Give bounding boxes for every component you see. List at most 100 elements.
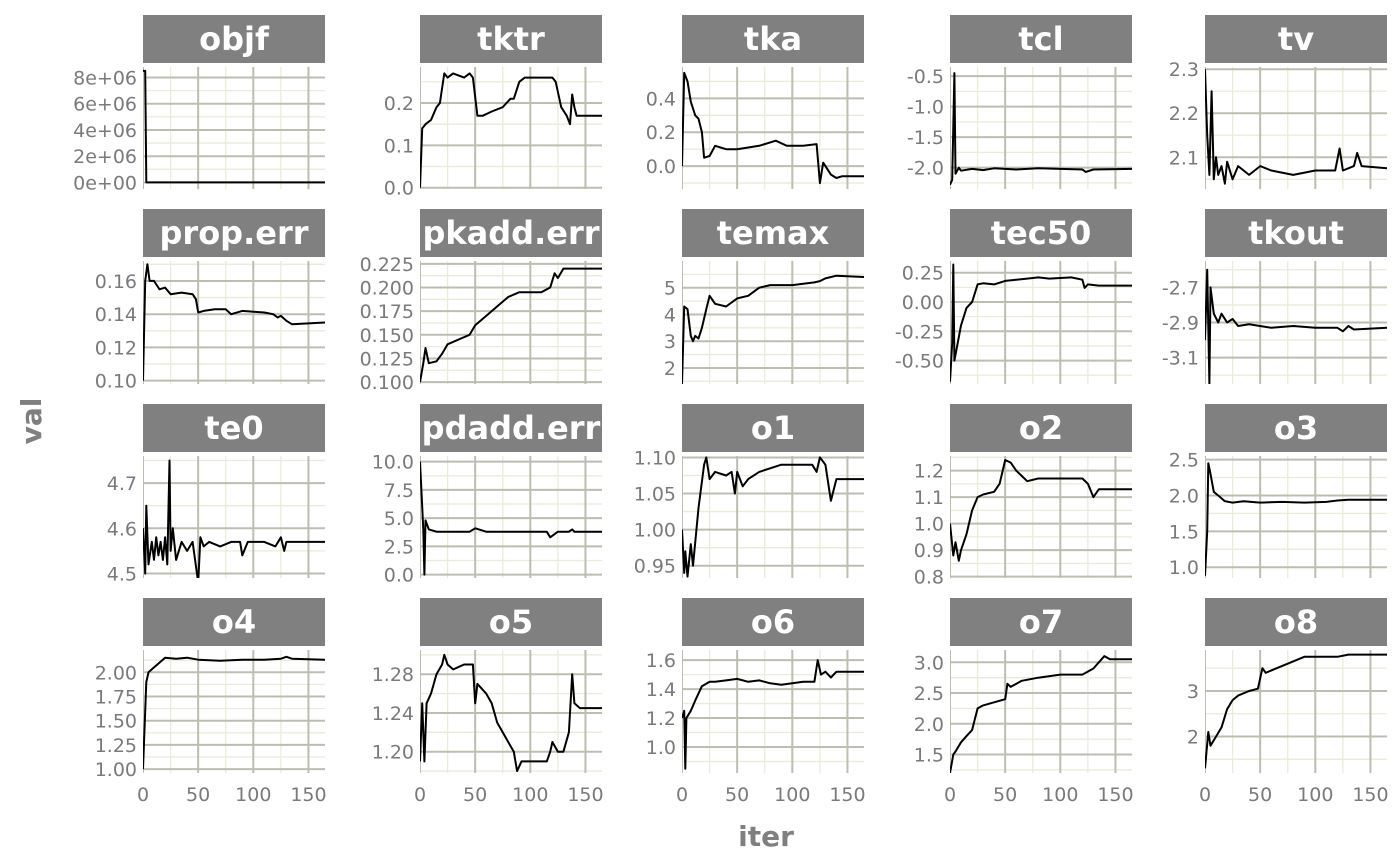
x-tick-label: 100 [512,784,548,806]
facet-strip [420,404,602,452]
y-tick-label: 1.25 [95,735,137,757]
minor-grid [420,261,602,384]
series-line-tec50 [950,263,1132,382]
x-tick-label: 0 [137,784,149,806]
facet-strip-label: te0 [204,409,263,447]
y-tick-label: 0.16 [95,271,137,293]
facet-tkout: tkout -3.1 -2.9 -2.7 [1162,209,1387,384]
series-line-tkout [1205,268,1387,384]
y-tick-label: 2.3 [1169,59,1199,81]
y-tick-label: 1.20 [372,742,414,764]
minor-grid [1205,456,1387,578]
series-line-objf [143,69,325,184]
facet-strip-label: o1 [751,409,795,447]
y-tick-label: -2.0 [907,158,944,180]
facet-tcl: tcl -2.0 -1.5 -1.0 -0.5 [907,15,1132,189]
facet-strip-label: tv [1278,20,1314,58]
series-line-tktr [420,72,602,188]
x-tick-label: 150 [290,784,326,806]
major-grid [950,456,1132,578]
y-tick-label: 1.1 [914,487,944,509]
minor-grid [420,650,602,773]
minor-grid [682,67,864,189]
y-tick-label: 0.2 [646,122,676,144]
facet-strip [143,209,325,257]
y-tick-label: 0e+00 [73,172,137,194]
y-tick-label: 0.225 [360,254,414,276]
x-tick-label: 50 [993,784,1017,806]
minor-grid [682,650,864,773]
x-tick-label: 150 [567,784,603,806]
y-tick-label: 1.2 [646,708,676,730]
x-tick-label: 100 [774,784,810,806]
facet-strip [1205,209,1387,257]
facet-strip [950,209,1132,257]
series-line-o7 [950,655,1132,773]
y-tick-label: 1.5 [1169,521,1199,543]
y-tick-label: -2.9 [1162,313,1199,335]
facet-strip-label: o5 [489,603,533,641]
x-tick-label: 100 [235,784,271,806]
facet-strip [682,598,864,646]
y-tick-label: 0.4 [646,88,676,110]
y-tick-label: 0.100 [360,372,414,394]
y-tick-label: 0.1 [384,135,414,157]
y-tick-label: 2e+06 [73,146,137,168]
facet-o3: o3 1.0 1.5 2.0 2.5 [1169,404,1387,579]
y-tick-label: 3 [1187,681,1199,703]
y-tick-label: 4 [664,304,676,326]
y-tick-label: 1.00 [634,520,676,542]
facet-strip [950,404,1132,452]
facet-strip [682,209,864,257]
facet-strip-label: o8 [1274,603,1318,641]
minor-grid [420,456,602,578]
x-tick-label: 150 [1097,784,1133,806]
y-tick-label: 0.2 [384,93,414,115]
major-grid [682,67,864,189]
series-line-tv [1205,69,1387,185]
major-grid [420,261,602,384]
facet-prop.err: prop.err 0.10 0.12 0.14 0.16 [95,209,325,393]
y-tick-label: 2 [1187,727,1199,749]
minor-grid [420,67,602,189]
series-line-prop.err [143,263,325,381]
facet-o1: o1 0.95 1.00 1.05 1.10 [634,404,864,578]
series-line-o8 [1205,653,1387,769]
y-tick-label: 1.00 [95,759,137,781]
minor-grid [1205,650,1387,773]
series-line-pdadd.err [420,461,602,576]
minor-grid [950,456,1132,578]
facet-strip [1205,404,1387,452]
minor-grid [682,261,864,384]
facet-strip-label: o4 [212,603,256,641]
y-tick-label: 1.2 [914,461,944,483]
facet-strip-label: o2 [1019,409,1063,447]
y-tick-label: -3.1 [1162,348,1199,370]
minor-grid [950,67,1132,189]
facet-strip-label: tka [744,20,802,58]
x-tick-label: 0 [1199,784,1211,806]
series-line-o1 [682,456,864,578]
y-tick-label: 2.0 [1169,485,1199,507]
facet-o6: o6 1.0 1.2 1.4 1.6 0 50 100 150 [646,598,866,806]
major-grid [1205,650,1387,773]
x-tick-label: 0 [414,784,426,806]
x-tick-label: 0 [676,784,688,806]
major-grid [682,261,864,384]
y-tick-label: 2.2 [1169,103,1199,125]
facet-strip [682,404,864,452]
y-tick-label: 1.5 [914,745,944,767]
facet-strip-label: o6 [751,603,795,641]
minor-grid [143,650,325,773]
facet-temax: temax 2 3 4 5 [664,209,864,384]
series-line-o4 [143,655,325,770]
y-tick-label: 2.0 [914,714,944,736]
y-tick-label: 0.175 [360,301,414,323]
x-tick-label: 50 [186,784,210,806]
x-tick-label: 50 [463,784,487,806]
y-tick-label: -0.50 [895,351,944,373]
facet-strip [420,598,602,646]
series-line-te0 [143,459,325,578]
